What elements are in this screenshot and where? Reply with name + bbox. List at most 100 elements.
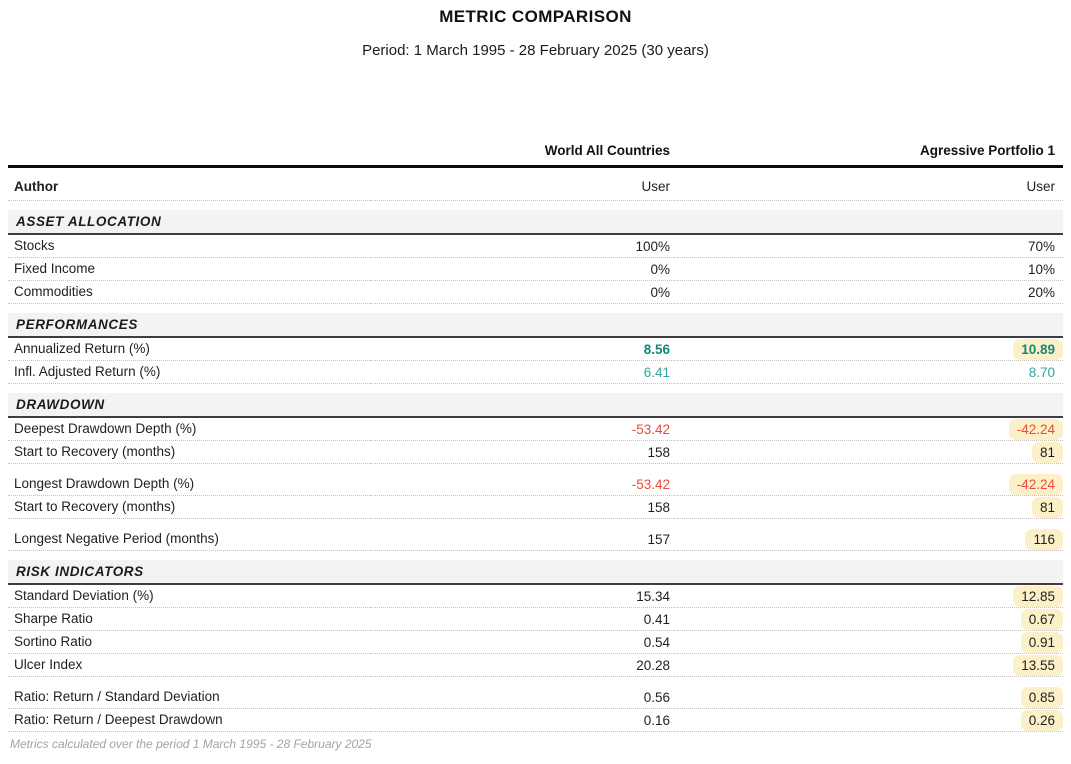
table-row: Sharpe Ratio 0.41 0.67 xyxy=(8,607,1063,631)
metric-value: 116 xyxy=(678,528,1063,551)
value-text: 0.56 xyxy=(643,689,670,705)
metric-value: 0.67 xyxy=(678,607,1063,631)
author-row: Author User User xyxy=(8,166,1063,201)
table-row: Ratio: Return / Standard Deviation 0.56 0.… xyxy=(8,686,1063,709)
table-row: Sortino Ratio 0.54 0.91 xyxy=(8,630,1063,654)
value-highlight: 0.26 xyxy=(1020,709,1063,731)
metric-value: 0.85 xyxy=(678,686,1063,709)
metric-value: -53.42 xyxy=(370,417,678,441)
section-row: ASSET ALLOCATION xyxy=(8,210,1063,235)
spacer-row xyxy=(8,519,1063,529)
table-row: Commodities 0% 20% xyxy=(8,280,1063,304)
metric-value: -42.24 xyxy=(678,417,1063,441)
metric-value: 0% xyxy=(370,257,678,281)
metric-value: 8.70 xyxy=(678,360,1063,384)
metric-value: 100% xyxy=(370,234,678,258)
metric-label: Ratio: Return / Deepest Drawdown xyxy=(8,708,370,732)
metric-value: 0.56 xyxy=(370,686,678,709)
table-row: Ulcer Index 20.28 13.55 xyxy=(8,653,1063,677)
value-text: -53.42 xyxy=(631,476,670,492)
value-highlight: -42.24 xyxy=(1008,418,1063,440)
metric-label: Ulcer Index xyxy=(8,653,370,677)
value-text: 70% xyxy=(1027,238,1055,254)
metric-value: 20.28 xyxy=(370,653,678,677)
metric-label: Longest Negative Period (months) xyxy=(8,528,370,551)
value-highlight: -42.24 xyxy=(1008,473,1063,495)
metric-value: 20% xyxy=(678,280,1063,304)
value-text: 20.28 xyxy=(636,657,670,673)
column-header-world-all-countries: World All Countries xyxy=(370,143,678,168)
value-text: 0% xyxy=(650,261,670,277)
value-highlight: 116 xyxy=(1025,528,1063,550)
table-row: Deepest Drawdown Depth (%) -53.42 -42.24 xyxy=(8,417,1063,441)
section-header-asset-allocation: ASSET ALLOCATION xyxy=(8,210,1063,235)
section-header-risk-indicators: RISK INDICATORS xyxy=(8,560,1063,585)
column-header-agressive-portfolio-1: Agressive Portfolio 1 xyxy=(678,143,1063,168)
section-header-drawdown: DRAWDOWN xyxy=(8,393,1063,418)
table-row: Fixed Income 0% 10% xyxy=(8,257,1063,281)
value-text: 8.70 xyxy=(1028,364,1055,380)
metric-value: -42.24 xyxy=(678,473,1063,496)
value-text: 20% xyxy=(1027,284,1055,300)
metric-label: Commodities xyxy=(8,280,370,304)
metric-value: 15.34 xyxy=(370,584,678,608)
value-highlight: 81 xyxy=(1031,496,1063,518)
metric-label: Start to Recovery (months) xyxy=(8,440,370,464)
table-row: Longest Drawdown Depth (%) -53.42 -42.24 xyxy=(8,473,1063,496)
table-row: Start to Recovery (months) 158 81 xyxy=(8,440,1063,464)
metric-value: 6.41 xyxy=(370,360,678,384)
value-text: -53.42 xyxy=(631,421,670,437)
metric-label: Ratio: Return / Standard Deviation xyxy=(8,686,370,709)
value-text: 0.16 xyxy=(643,712,670,728)
metric-value: 0.54 xyxy=(370,630,678,654)
metric-label: Stocks xyxy=(8,234,370,258)
value-text: 157 xyxy=(647,531,670,547)
table-row: Standard Deviation (%) 15.34 12.85 xyxy=(8,584,1063,608)
value-highlight: 0.67 xyxy=(1020,608,1063,630)
metric-value: 0.16 xyxy=(370,708,678,732)
metric-label: Fixed Income xyxy=(8,257,370,281)
metric-label: Deepest Drawdown Depth (%) xyxy=(8,417,370,441)
value-text: 8.56 xyxy=(643,341,670,357)
metric-label: Sharpe Ratio xyxy=(8,607,370,631)
value-text: 100% xyxy=(635,238,670,254)
value-highlight: 13.55 xyxy=(1013,654,1063,676)
metric-value: 157 xyxy=(370,528,678,551)
value-text: 158 xyxy=(647,444,670,460)
value-text: 0% xyxy=(650,284,670,300)
metric-value: 10.89 xyxy=(678,337,1063,361)
value-text: 10% xyxy=(1027,261,1055,277)
metric-value: 10% xyxy=(678,257,1063,281)
table-row: Annualized Return (%) 8.56 10.89 xyxy=(8,337,1063,361)
metric-value: 8.56 xyxy=(370,337,678,361)
metric-value: 0.41 xyxy=(370,607,678,631)
table-row: Start to Recovery (months) 158 81 xyxy=(8,495,1063,519)
footer-note: Metrics calculated over the period 1 Mar… xyxy=(10,737,372,751)
table-row: Ratio: Return / Deepest Drawdown 0.16 0.26 xyxy=(8,708,1063,732)
value-text: 158 xyxy=(647,499,670,515)
metric-value: 0% xyxy=(370,280,678,304)
author-value: User xyxy=(370,166,678,201)
metric-label: Start to Recovery (months) xyxy=(8,495,370,519)
table-row: Longest Negative Period (months) 157 116 xyxy=(8,528,1063,551)
spacer-row xyxy=(8,677,1063,687)
value-highlight: 10.89 xyxy=(1013,338,1063,360)
spacer-row xyxy=(8,464,1063,474)
page-subtitle: Period: 1 March 1995 - 28 February 2025 … xyxy=(362,42,709,59)
metric-value: 70% xyxy=(678,234,1063,258)
metric-value: 13.55 xyxy=(678,653,1063,677)
metric-label: Sortino Ratio xyxy=(8,630,370,654)
metric-label: Standard Deviation (%) xyxy=(8,584,370,608)
spacer-row xyxy=(8,551,1063,561)
spacer-row xyxy=(8,201,1063,211)
value-text: 0.54 xyxy=(643,634,670,650)
metric-value: -53.42 xyxy=(370,473,678,496)
column-header-metric xyxy=(8,143,370,168)
metric-value: 12.85 xyxy=(678,584,1063,608)
value-highlight: 0.85 xyxy=(1020,686,1063,708)
section-header-performances: PERFORMANCES xyxy=(8,313,1063,338)
metric-comparison-page: { "page": { "title": "METRIC COMPARISON"… xyxy=(0,7,1071,764)
spacer-row xyxy=(8,384,1063,394)
metric-label: Infl. Adjusted Return (%) xyxy=(8,360,370,384)
section-row: DRAWDOWN xyxy=(8,393,1063,418)
